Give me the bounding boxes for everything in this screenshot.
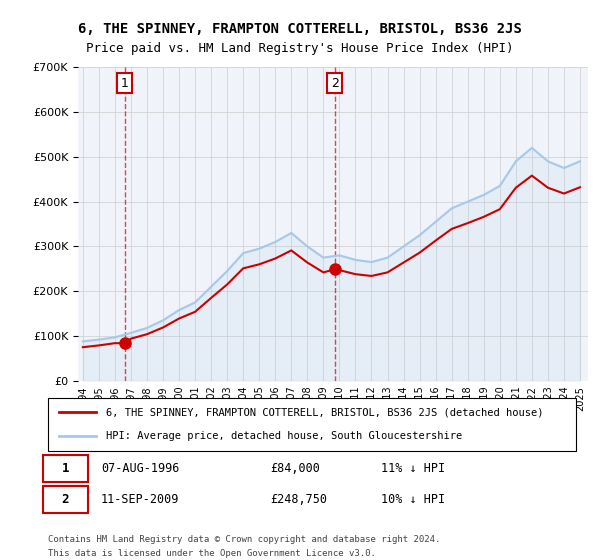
Text: £84,000: £84,000 bbox=[270, 462, 320, 475]
Text: 07-AUG-1996: 07-AUG-1996 bbox=[101, 462, 179, 475]
FancyBboxPatch shape bbox=[43, 455, 88, 482]
Text: This data is licensed under the Open Government Licence v3.0.: This data is licensed under the Open Gov… bbox=[48, 549, 376, 558]
Text: Contains HM Land Registry data © Crown copyright and database right 2024.: Contains HM Land Registry data © Crown c… bbox=[48, 535, 440, 544]
Text: £248,750: £248,750 bbox=[270, 493, 327, 506]
Text: 11% ↓ HPI: 11% ↓ HPI bbox=[380, 462, 445, 475]
Text: 6, THE SPINNEY, FRAMPTON COTTERELL, BRISTOL, BS36 2JS: 6, THE SPINNEY, FRAMPTON COTTERELL, BRIS… bbox=[78, 22, 522, 36]
Text: 2: 2 bbox=[62, 493, 69, 506]
Text: Price paid vs. HM Land Registry's House Price Index (HPI): Price paid vs. HM Land Registry's House … bbox=[86, 42, 514, 55]
FancyBboxPatch shape bbox=[48, 398, 576, 451]
Text: 11-SEP-2009: 11-SEP-2009 bbox=[101, 493, 179, 506]
Text: 1: 1 bbox=[62, 462, 69, 475]
FancyBboxPatch shape bbox=[43, 486, 88, 513]
Text: 6, THE SPINNEY, FRAMPTON COTTERELL, BRISTOL, BS36 2JS (detached house): 6, THE SPINNEY, FRAMPTON COTTERELL, BRIS… bbox=[106, 408, 544, 418]
Text: 1: 1 bbox=[121, 77, 128, 90]
Text: 2: 2 bbox=[331, 77, 338, 90]
Text: 10% ↓ HPI: 10% ↓ HPI bbox=[380, 493, 445, 506]
Text: HPI: Average price, detached house, South Gloucestershire: HPI: Average price, detached house, Sout… bbox=[106, 431, 463, 441]
